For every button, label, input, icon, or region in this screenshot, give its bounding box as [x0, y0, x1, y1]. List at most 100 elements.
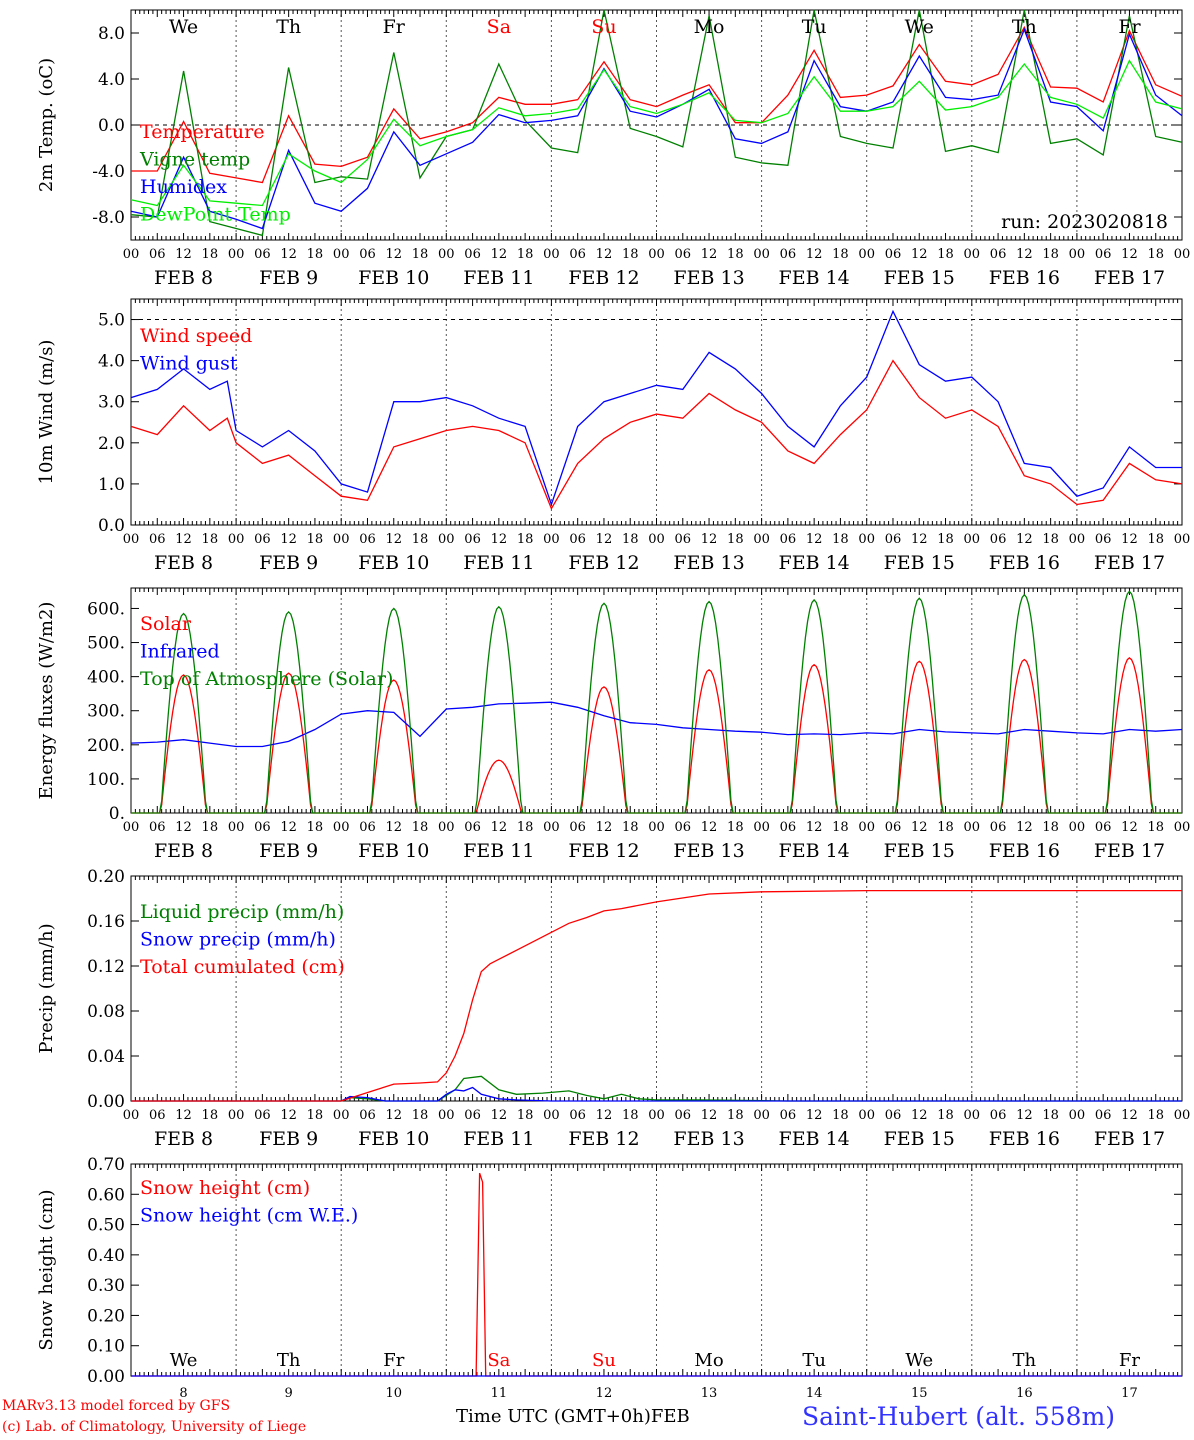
x-hour-label: 12: [280, 247, 297, 262]
weekday-label: Th: [1012, 16, 1037, 38]
x-hour-label: 06: [464, 247, 481, 262]
bottom-date-label: 11: [491, 1386, 508, 1400]
x-hour-label: 06: [359, 532, 376, 547]
x-hour-label: 06: [149, 820, 166, 835]
x-hour-label: 00: [1174, 820, 1191, 835]
x-hour-label: 12: [1121, 532, 1138, 547]
date-label: FEB 14: [779, 840, 850, 862]
x-hour-label: 06: [675, 820, 692, 835]
x-hour-label: 00: [438, 247, 455, 262]
x-hour-label: 12: [596, 532, 613, 547]
x-hour-label: 12: [596, 247, 613, 262]
y-tick-label: 0.12: [87, 957, 125, 977]
x-hour-label: 06: [780, 820, 797, 835]
legend-entry: Wind speed: [140, 325, 252, 347]
weekday-label: Mo: [694, 16, 725, 38]
x-hour-label: 12: [175, 532, 192, 547]
bottom-date-label: 12: [596, 1386, 613, 1400]
weekday-label-bottom: Fr: [1119, 1350, 1140, 1371]
date-label: FEB 11: [463, 1128, 534, 1150]
date-label: FEB 15: [884, 840, 955, 862]
x-hour-label: 18: [1147, 532, 1164, 547]
x-hour-label: 06: [675, 247, 692, 262]
date-label: FEB 14: [779, 267, 850, 289]
weekday-label-bottom: Th: [277, 1350, 301, 1371]
legend-entry: Vigne temp: [139, 149, 250, 171]
x-hour-label: 06: [885, 532, 902, 547]
x-hour-label: 00: [964, 532, 981, 547]
x-hour-label: 00: [1069, 247, 1086, 262]
x-hour-label: 18: [937, 532, 954, 547]
model-credit: MARv3.13 model forced by GFS: [2, 1398, 231, 1414]
legend-entry: Humidex: [140, 176, 227, 198]
x-hour-label: 18: [1042, 820, 1059, 835]
y-tick-label: 0.08: [87, 1002, 125, 1022]
x-hour-label: 18: [412, 247, 429, 262]
x-hour-label: 12: [806, 1108, 823, 1123]
date-label: FEB 8: [154, 267, 213, 289]
x-hour-label: 18: [517, 820, 534, 835]
x-hour-label: 18: [202, 1108, 219, 1123]
x-hour-label: 12: [491, 820, 508, 835]
x-hour-label: 00: [858, 532, 875, 547]
x-hour-label: 00: [333, 247, 350, 262]
date-label: FEB 17: [1094, 552, 1165, 574]
x-hour-label: 06: [569, 1108, 586, 1123]
x-hour-label: 00: [543, 820, 560, 835]
x-hour-label: 18: [622, 247, 639, 262]
x-hour-label: 00: [543, 532, 560, 547]
x-hour-label: 00: [648, 247, 665, 262]
y-tick-label: 8.0: [98, 24, 125, 44]
y-tick-label: 0.04: [87, 1047, 125, 1067]
y-tick-label: 0.00: [87, 1092, 125, 1112]
date-label: FEB 12: [568, 552, 639, 574]
x-hour-label: 06: [254, 820, 271, 835]
x-hour-label: 00: [648, 532, 665, 547]
x-hour-label: 12: [491, 247, 508, 262]
legend-entry: Liquid precip (mm/h): [140, 901, 344, 923]
x-hour-label: 00: [438, 820, 455, 835]
y-tick-label: 1.0: [98, 475, 125, 495]
x-hour-label: 18: [622, 820, 639, 835]
date-label: FEB 11: [463, 840, 534, 862]
y-tick-label: 300.: [87, 702, 125, 722]
x-hour-label: 18: [832, 532, 849, 547]
legend-entry: Temperature: [140, 121, 264, 143]
y-axis-label: 2m Temp. (oC): [36, 58, 57, 192]
x-hour-label: 18: [1147, 1108, 1164, 1123]
series-line-temperature: [131, 25, 1183, 184]
x-hour-label: 00: [438, 532, 455, 547]
weekday-label: Su: [591, 16, 616, 38]
x-hour-label: 06: [675, 1108, 692, 1123]
y-tick-label: 500.: [87, 634, 125, 654]
x-hour-label: 12: [280, 1108, 297, 1123]
date-label: FEB 15: [884, 552, 955, 574]
x-hour-label: 18: [202, 532, 219, 547]
date-label: FEB 10: [358, 840, 429, 862]
series-line-total-cumulated-cm-: [131, 889, 1182, 1102]
y-tick-label: 4.0: [98, 352, 125, 372]
y-tick-label: 400.: [87, 668, 125, 688]
x-hour-label: 12: [1016, 532, 1033, 547]
y-tick-label: 0.0: [98, 116, 125, 136]
x-hour-label: 12: [596, 1108, 613, 1123]
y-tick-label: 200.: [87, 736, 125, 756]
x-hour-label: 12: [911, 1108, 928, 1123]
x-hour-label: 12: [1121, 1108, 1138, 1123]
x-hour-label: 12: [1121, 247, 1138, 262]
x-hour-label: 18: [307, 247, 324, 262]
x-hour-label: 06: [780, 1108, 797, 1123]
x-hour-label: 18: [1147, 820, 1164, 835]
date-label: FEB 13: [673, 267, 744, 289]
x-hour-label: 12: [596, 820, 613, 835]
bottom-date-label: 14: [806, 1386, 823, 1400]
x-axis-title: Time UTC (GMT+0h)FEB: [456, 1406, 690, 1427]
x-hour-label: 12: [385, 820, 402, 835]
x-hour-label: 12: [280, 820, 297, 835]
x-hour-label: 00: [333, 532, 350, 547]
y-tick-label: 0.40: [87, 1246, 125, 1266]
y-tick-label: 0.: [109, 804, 125, 824]
date-label: FEB 12: [568, 267, 639, 289]
x-hour-label: 00: [858, 1108, 875, 1123]
x-hour-label: 06: [990, 532, 1007, 547]
